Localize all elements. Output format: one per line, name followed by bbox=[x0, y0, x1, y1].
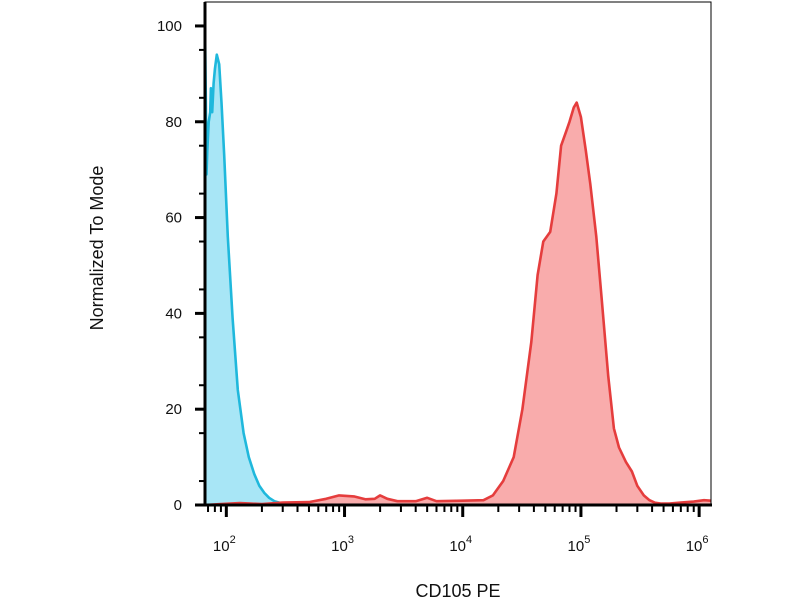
x-axis-title: CD105 PE bbox=[415, 581, 500, 600]
x-tick-label: 105 bbox=[568, 534, 591, 555]
x-tick-label: 103 bbox=[331, 534, 354, 555]
series-1-area bbox=[205, 26, 711, 505]
y-tick-label: 40 bbox=[165, 305, 182, 322]
series-1-line bbox=[203, 25, 712, 507]
y-tick-label: 0 bbox=[174, 497, 182, 514]
x-ticks-layer: 102 103 104 105 106 bbox=[207, 505, 709, 555]
x-tick-label: 102 bbox=[213, 534, 236, 555]
y-axis-title: Normalized To Mode bbox=[87, 166, 107, 331]
x-tick-label: 106 bbox=[686, 534, 709, 555]
y-tick-label: 100 bbox=[157, 18, 182, 35]
series-2-line bbox=[204, 101, 712, 507]
plot-frame bbox=[204, 1, 712, 506]
y-tick-label: 80 bbox=[165, 114, 182, 131]
y-tick-label: 20 bbox=[165, 401, 182, 418]
series-layer bbox=[203, 25, 712, 507]
series-2-area bbox=[205, 102, 711, 505]
y-tick-label: 60 bbox=[165, 210, 182, 227]
x-tick-label: 104 bbox=[449, 534, 472, 555]
y-ticks-layer: 0 20 40 60 80 100 bbox=[157, 18, 205, 514]
